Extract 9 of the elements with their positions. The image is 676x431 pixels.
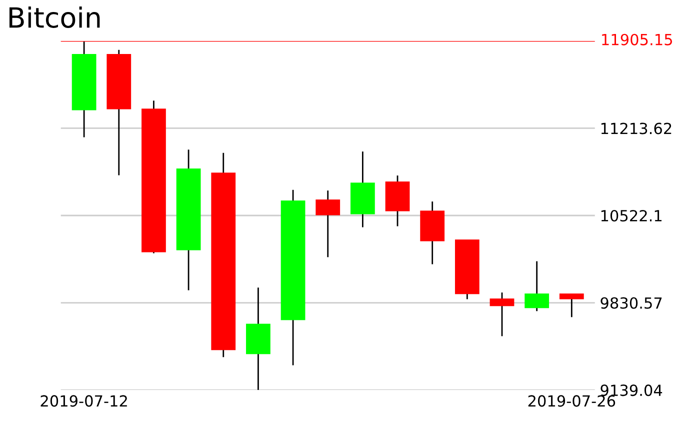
x-tick-label: 2019-07-12 [40,395,127,407]
y-tick-label: 10522.1 [601,210,662,222]
y-tick-label: 9830.57 [600,297,662,309]
y-tick-label: 9139.04 [600,384,662,396]
ref-line-label: 11905.15 [602,34,672,46]
x-tick-label: 2019-07-26 [528,395,616,407]
chart-title: Bitcoin [9,6,100,28]
candlestick [490,292,514,337]
y-tick-label: 11213.62 [601,122,672,134]
